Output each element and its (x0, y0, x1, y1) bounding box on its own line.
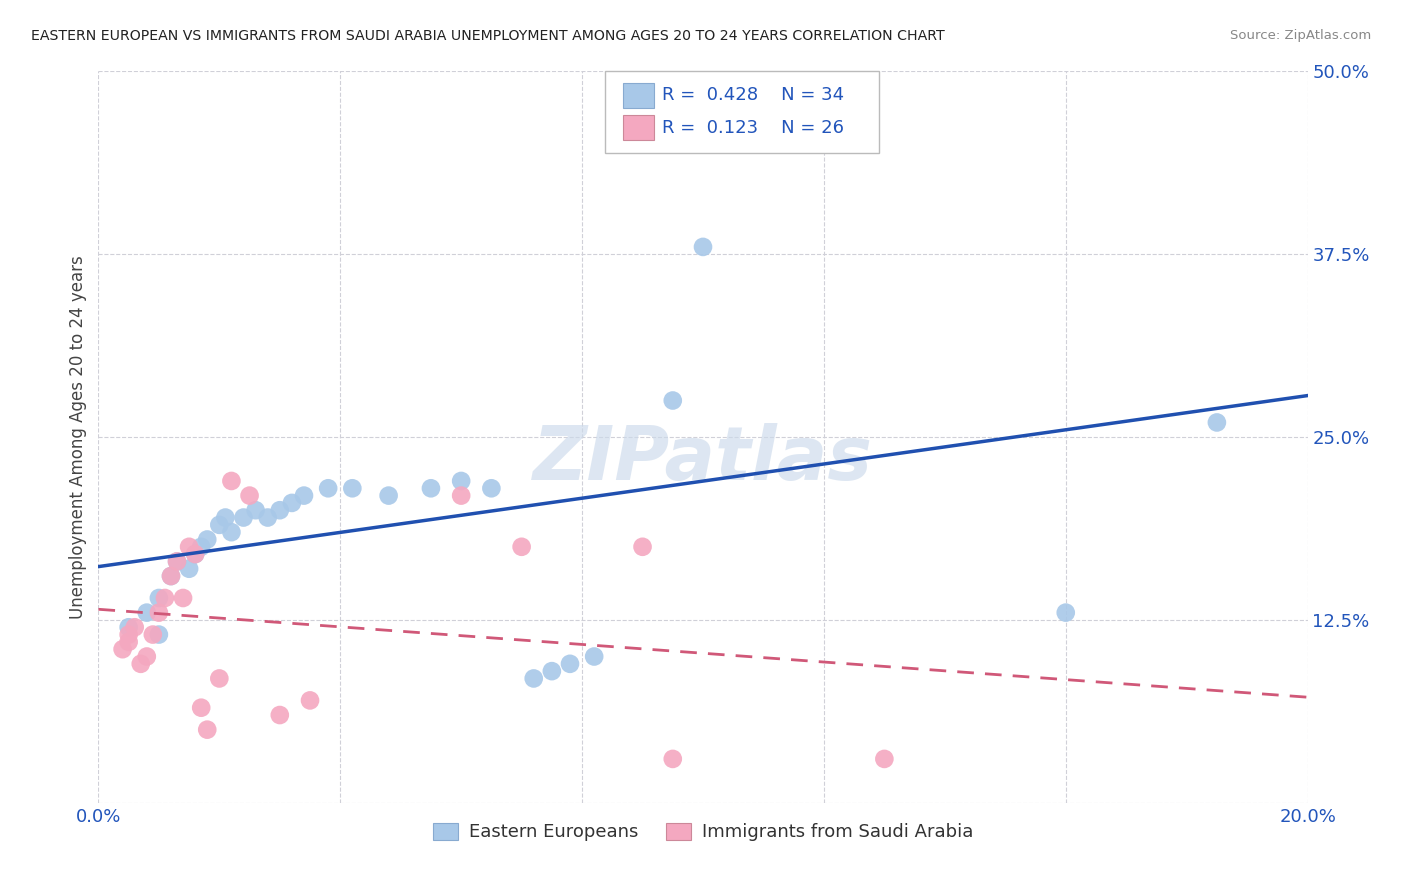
Point (631, 540, 654, 554)
Point (583, 649, 606, 664)
Point (292, 489, 315, 503)
Point (142, 627, 165, 641)
Point (661, 752, 683, 766)
Point (172, 591, 194, 605)
Point (179, 540, 201, 554)
Point (232, 510, 254, 524)
Point (256, 510, 278, 524)
Point (558, 657, 581, 671)
Point (195, 533, 218, 547)
Point (166, 554, 188, 568)
Point (1054, 606, 1077, 620)
Point (540, 664, 562, 678)
Point (148, 591, 170, 605)
Y-axis label: Unemployment Among Ages 20 to 24 years: Unemployment Among Ages 20 to 24 years (69, 255, 87, 619)
Text: ZIPatlas: ZIPatlas (533, 423, 873, 496)
Point (481, 481, 503, 495)
Point (118, 635, 141, 649)
Point (208, 517, 231, 532)
Point (124, 620, 146, 634)
Point (190, 540, 212, 554)
Point (269, 503, 291, 517)
Point (342, 481, 364, 495)
Point (221, 474, 243, 488)
Point (377, 489, 399, 503)
Point (118, 627, 141, 641)
Point (135, 606, 157, 620)
Point (450, 474, 472, 488)
Point (179, 562, 201, 576)
Point (1206, 416, 1229, 430)
Point (692, 240, 714, 254)
Text: R =  0.123    N = 26: R = 0.123 N = 26 (662, 119, 844, 136)
Point (214, 510, 236, 524)
Point (184, 547, 207, 561)
Point (281, 496, 304, 510)
Point (299, 693, 322, 707)
Point (153, 591, 176, 605)
Point (148, 627, 170, 641)
Point (160, 569, 183, 583)
Point (184, 547, 207, 561)
Point (135, 649, 157, 664)
Point (221, 525, 243, 540)
Point (195, 723, 218, 737)
Point (160, 569, 183, 583)
Point (118, 620, 141, 634)
Point (239, 489, 262, 503)
Text: EASTERN EUROPEAN VS IMMIGRANTS FROM SAUDI ARABIA UNEMPLOYMENT AMONG AGES 20 TO 2: EASTERN EUROPEAN VS IMMIGRANTS FROM SAUD… (31, 29, 945, 43)
Point (190, 700, 212, 714)
Point (111, 642, 134, 657)
Point (269, 708, 291, 723)
Text: Source: ZipAtlas.com: Source: ZipAtlas.com (1230, 29, 1371, 42)
Point (510, 540, 533, 554)
Point (129, 657, 152, 671)
Point (148, 606, 170, 620)
Point (316, 481, 339, 495)
Point (661, 393, 683, 408)
Legend: Eastern Europeans, Immigrants from Saudi Arabia: Eastern Europeans, Immigrants from Saudi… (426, 815, 980, 848)
Text: R =  0.428    N = 34: R = 0.428 N = 34 (662, 87, 845, 104)
Point (450, 489, 472, 503)
Point (420, 481, 443, 495)
Point (873, 752, 896, 766)
Point (208, 672, 231, 686)
Point (752, 137, 775, 152)
Point (166, 554, 188, 568)
Point (523, 672, 546, 686)
Point (245, 503, 267, 517)
